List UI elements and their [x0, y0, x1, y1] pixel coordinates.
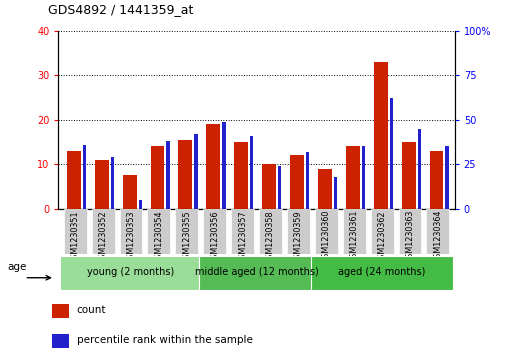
Bar — [311, 256, 453, 290]
Bar — [402, 142, 416, 209]
Text: GSM1230358: GSM1230358 — [266, 210, 275, 264]
Bar — [64, 209, 86, 254]
Bar — [315, 209, 338, 254]
Text: aged (24 months): aged (24 months) — [338, 268, 426, 277]
Bar — [250, 136, 253, 209]
Text: GSM1230351: GSM1230351 — [71, 210, 80, 264]
Text: middle aged (12 months): middle aged (12 months) — [195, 268, 319, 277]
Bar — [67, 151, 81, 209]
Text: GSM1230362: GSM1230362 — [377, 210, 387, 264]
Bar — [167, 141, 170, 209]
Bar — [122, 175, 137, 209]
Text: GSM1230361: GSM1230361 — [350, 210, 359, 264]
Bar — [222, 122, 226, 209]
Bar — [94, 160, 109, 209]
Text: GSM1230352: GSM1230352 — [99, 210, 108, 264]
Bar — [199, 256, 314, 290]
Text: percentile rank within the sample: percentile rank within the sample — [77, 335, 252, 346]
Bar — [111, 157, 114, 209]
Bar — [334, 177, 337, 209]
Bar — [206, 124, 220, 209]
Text: GSM1230363: GSM1230363 — [405, 210, 415, 264]
Bar — [234, 142, 248, 209]
Bar — [306, 152, 309, 209]
Bar — [446, 146, 449, 209]
Text: GSM1230359: GSM1230359 — [294, 210, 303, 264]
Bar — [147, 209, 170, 254]
Bar — [178, 140, 193, 209]
Bar — [290, 155, 304, 209]
Text: age: age — [8, 262, 27, 273]
Text: GSM1230355: GSM1230355 — [182, 210, 192, 264]
Bar — [150, 146, 165, 209]
Bar — [318, 169, 332, 209]
Bar — [83, 145, 86, 209]
Text: GSM1230357: GSM1230357 — [238, 210, 247, 264]
Bar — [195, 134, 198, 209]
Bar — [346, 146, 360, 209]
Bar — [262, 164, 276, 209]
Bar — [430, 151, 443, 209]
Text: GSM1230354: GSM1230354 — [154, 210, 164, 264]
Bar — [139, 200, 142, 209]
Bar — [418, 129, 421, 209]
Bar — [119, 209, 142, 254]
Bar — [175, 209, 198, 254]
Text: GSM1230353: GSM1230353 — [126, 210, 136, 264]
Bar — [399, 209, 422, 254]
Bar — [343, 209, 366, 254]
Bar — [60, 256, 202, 290]
Bar — [374, 62, 388, 209]
Bar — [371, 209, 394, 254]
Bar — [52, 334, 69, 348]
Bar — [287, 209, 310, 254]
Bar — [91, 209, 114, 254]
Text: GSM1230360: GSM1230360 — [322, 210, 331, 264]
Text: GSM1230356: GSM1230356 — [210, 210, 219, 264]
Text: count: count — [77, 305, 106, 315]
Text: GDS4892 / 1441359_at: GDS4892 / 1441359_at — [48, 3, 194, 16]
Bar — [427, 209, 450, 254]
Bar — [259, 209, 282, 254]
Text: young (2 months): young (2 months) — [87, 268, 175, 277]
Bar — [390, 98, 393, 209]
Bar — [231, 209, 254, 254]
Bar — [362, 146, 365, 209]
Bar — [203, 209, 226, 254]
Bar — [52, 303, 69, 318]
Text: GSM1230364: GSM1230364 — [433, 210, 442, 264]
Bar — [278, 166, 281, 209]
